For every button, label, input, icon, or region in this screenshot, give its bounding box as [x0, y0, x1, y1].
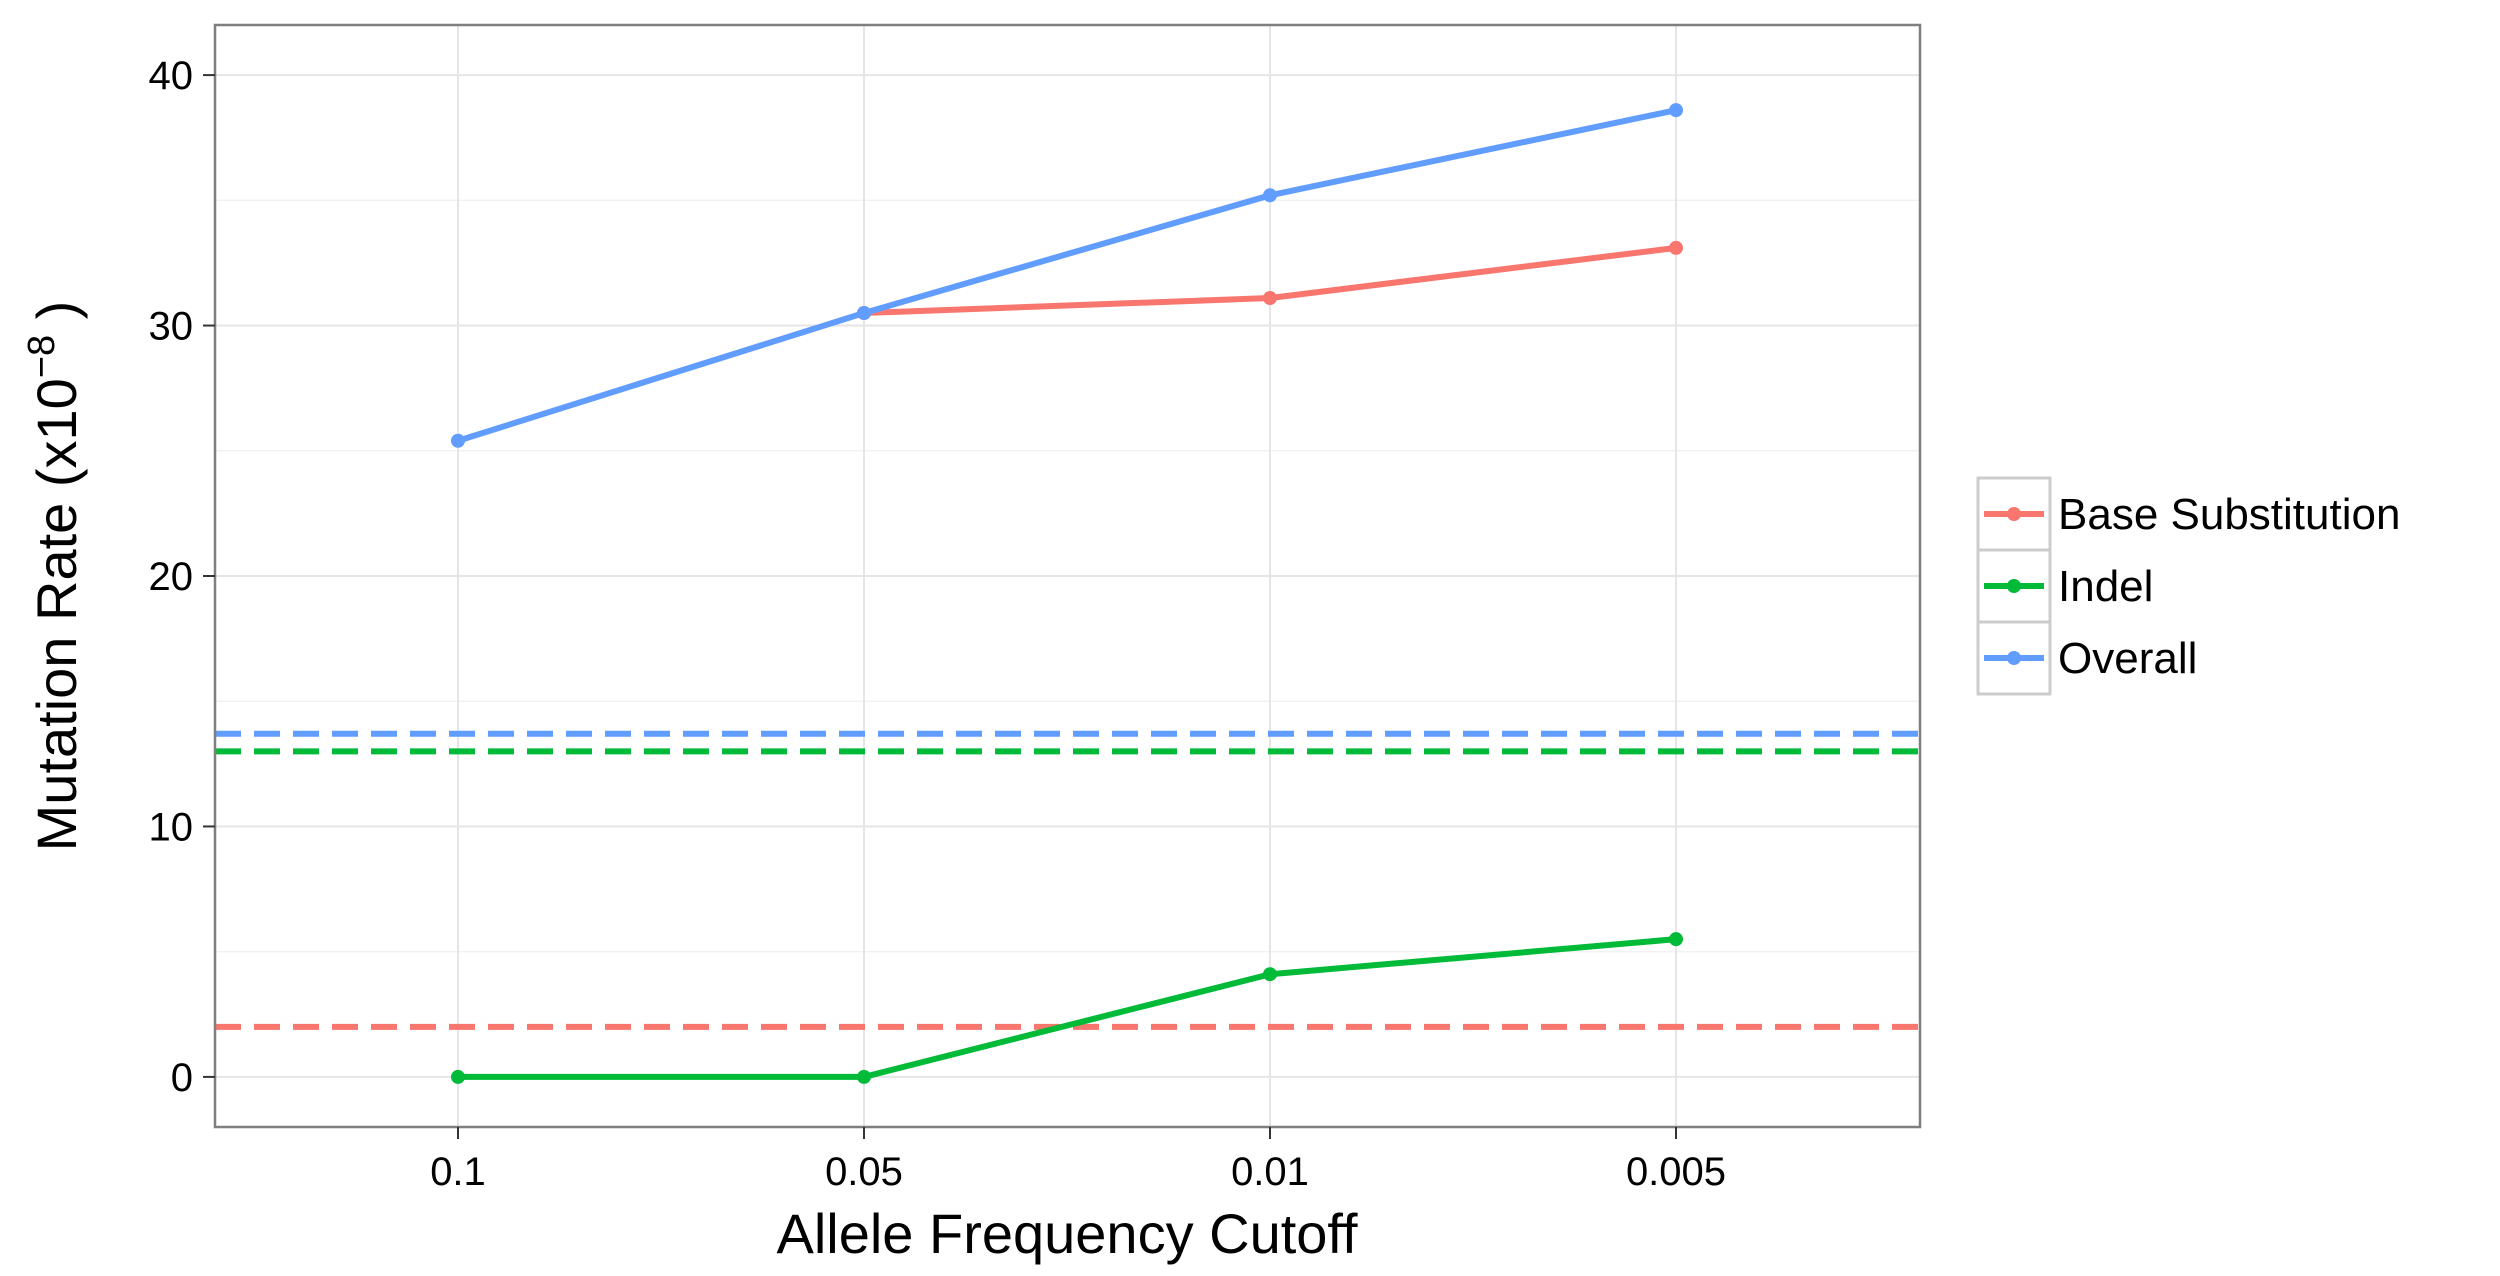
legend-key-point	[2007, 507, 2021, 521]
data-point	[1669, 103, 1683, 118]
legend-label: Indel	[2058, 562, 2153, 611]
legend-label: Base Substitution	[2058, 490, 2400, 539]
x-tick-label: 0.01	[1231, 1150, 1309, 1194]
data-point	[857, 306, 871, 321]
x-tick-label: 0.1	[430, 1150, 486, 1194]
grid-minor	[215, 199, 1920, 953]
y-axis-title-close: )	[25, 301, 88, 335]
y-tick-label: 0	[171, 1056, 193, 1100]
legend-key-point	[2007, 579, 2021, 593]
series-points	[451, 103, 1683, 1084]
legend: Base Substitution Indel Overall	[1976, 476, 2400, 696]
x-tick-label: 0.005	[1626, 1150, 1726, 1194]
y-tick-label: 30	[149, 305, 194, 349]
data-point	[1669, 240, 1683, 255]
y-tick-label: 10	[149, 805, 194, 849]
x-axis-ticks: 0.1 0.05 0.01 0.005	[430, 1127, 1726, 1194]
data-point	[1669, 932, 1683, 947]
y-axis-title: Mutation Rate (x10−8 )	[21, 301, 88, 852]
reference-lines	[215, 730, 1920, 1030]
data-point	[857, 1069, 871, 1084]
legend-key-point	[2007, 651, 2021, 665]
x-tick-label: 0.05	[825, 1150, 903, 1194]
data-point	[451, 433, 465, 448]
series-line	[455, 107, 1679, 444]
y-axis-ticks: 0 10 20 30 40	[149, 54, 215, 1100]
y-axis-title-exponent: −8	[21, 335, 63, 378]
series-line	[455, 936, 1679, 1080]
data-point	[1263, 290, 1277, 305]
data-point	[451, 1069, 465, 1084]
data-point	[1263, 967, 1277, 982]
x-axis-title: Allele Frequency Cutoff	[776, 1202, 1357, 1265]
y-tick-label: 40	[149, 54, 194, 98]
y-axis-title-main: Mutation Rate (x10	[25, 378, 88, 851]
grid-major	[215, 25, 1920, 1127]
data-point	[1263, 188, 1277, 203]
y-tick-label: 20	[149, 555, 194, 599]
legend-label: Overall	[2058, 634, 2197, 683]
